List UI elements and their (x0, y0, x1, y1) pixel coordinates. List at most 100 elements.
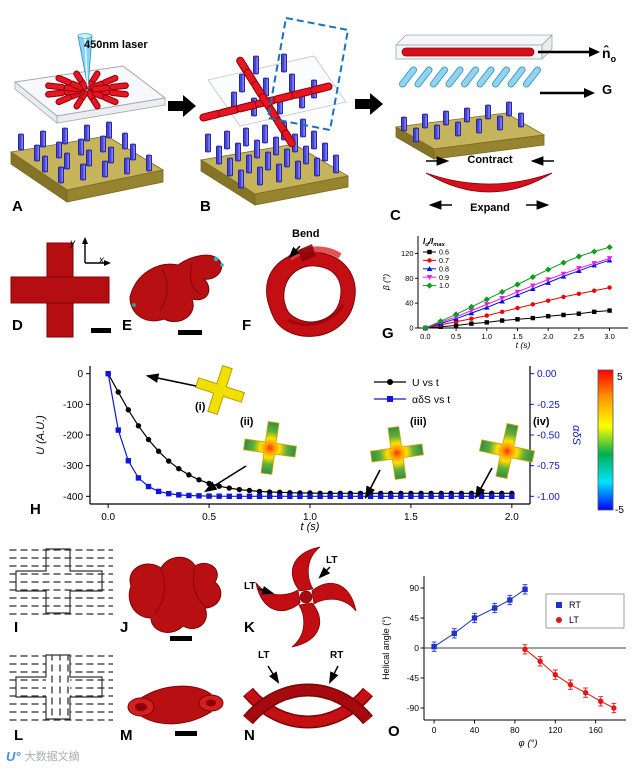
cross-rod-array (199, 56, 333, 148)
ribbon-2 (244, 685, 372, 724)
inset-label-iv: (iv) (533, 416, 550, 428)
svg-text:t (s): t (s) (301, 521, 320, 533)
panel-label-f: F (242, 317, 252, 334)
scale-bar (170, 636, 192, 641)
inset-i-arrow (145, 373, 197, 387)
lt-top-arrow (318, 566, 331, 579)
watermark-logo-icon: U° (6, 748, 21, 764)
tilted-mesogen-rods (399, 66, 541, 88)
svg-text:0: 0 (409, 324, 413, 333)
panel-label-a: A (12, 198, 23, 215)
cross-horizontal-arm (10, 276, 110, 304)
panel-label-e: E (122, 317, 133, 334)
band-shadow (287, 304, 345, 326)
colorbar-min-label: -5 (615, 505, 624, 516)
bent-strip-crescent (425, 172, 553, 193)
svg-text:80: 80 (405, 274, 413, 283)
transparent-plate-side (14, 81, 58, 124)
panel-a-illustration (9, 33, 167, 203)
svg-text:0.8: 0.8 (439, 264, 449, 273)
svg-text:2.5: 2.5 (574, 332, 584, 341)
svg-text:-0.75: -0.75 (537, 461, 560, 472)
svg-text:0.7: 0.7 (439, 256, 449, 265)
director-subscript: o (610, 53, 617, 64)
svg-text:0: 0 (414, 643, 419, 653)
scale-bar (91, 328, 111, 333)
rt-label: RT (330, 650, 344, 661)
svg-text:1.5: 1.5 (404, 512, 418, 523)
cross-outline (15, 654, 103, 720)
panel-label-h: H (30, 501, 41, 518)
svg-text:αδS: αδS (570, 425, 582, 445)
pinwheel-blades (255, 546, 357, 648)
svg-text:90: 90 (410, 583, 420, 593)
svg-text:2.0: 2.0 (543, 332, 553, 341)
svg-text:φ (°): φ (°) (519, 738, 538, 749)
lt-arrow (267, 665, 280, 684)
director-label: n̂o (602, 45, 616, 64)
laser-label: 450nm laser (84, 39, 148, 51)
svg-text:1.0: 1.0 (482, 332, 492, 341)
panel-label-i: I (14, 619, 19, 636)
panel-label-o: O (388, 723, 400, 740)
arrow-b-to-c-icon (355, 93, 383, 115)
lt-left-label: LT (244, 581, 256, 592)
panel-l-director-pattern (8, 652, 113, 722)
inset-iii-arrow (364, 469, 381, 500)
lt-label: LT (258, 650, 270, 661)
panel-c-illustration (394, 34, 600, 210)
svg-text:0.00: 0.00 (537, 369, 557, 380)
svg-text:160: 160 (589, 725, 603, 735)
pillar-array (204, 53, 339, 189)
panel-label-n: N (244, 727, 255, 744)
radial-rod-array (45, 70, 129, 110)
lt-top-label: LT (326, 555, 338, 566)
svg-text:-400: -400 (63, 492, 83, 503)
scale-bar (178, 330, 202, 335)
tip-highlight (220, 263, 224, 267)
scale-bar (175, 731, 197, 736)
gradient-arrowhead-icon (584, 88, 595, 98)
panel-label-l: L (14, 727, 24, 744)
colorbar-max-label: 5 (617, 372, 623, 383)
panel-n-crossed-ribbons (243, 665, 373, 729)
svg-text:1.0: 1.0 (303, 512, 317, 523)
bend-pointer-arrow (288, 245, 301, 259)
fold-line (192, 565, 206, 607)
substrate-side (395, 126, 435, 160)
svg-text:0.9: 0.9 (439, 273, 449, 282)
panel-label-b: B (200, 198, 211, 215)
helical-angle-chart: 0 40 80 120 160 -90 -45 0 45 90 RT LT φ (°) Helical a… (381, 576, 626, 749)
pillar-array (400, 101, 524, 143)
inset-label-ii: (ii) (240, 416, 254, 428)
bend-angle-vs-time-chart: 0.0 0.5 1.0 1.5 2.0 2.5 3.0 0 40 80 120 t (s) β (°) I… (381, 236, 628, 350)
panel-label-m: M (120, 727, 133, 744)
svg-text:3.0: 3.0 (604, 332, 614, 341)
top-slab-top (395, 34, 553, 46)
director-arrowhead-icon (589, 47, 600, 57)
svg-text:45: 45 (410, 613, 420, 623)
svg-text:Id/Imax: Id/Imax (423, 237, 446, 248)
svg-text:0.5: 0.5 (451, 332, 461, 341)
gradient-label: G (602, 82, 613, 97)
svg-text:αδS vs t: αδS vs t (412, 394, 450, 406)
panel-label-j: J (120, 619, 129, 636)
energy-order-parameter-chart: 0.0 0.5 1.0 1.5 2.0 0 -100 -200 -300 -400 0.00 -0.2… (35, 359, 624, 533)
svg-text:0.6: 0.6 (439, 248, 449, 257)
svg-text:U vs t: U vs t (412, 377, 439, 389)
band-fold (298, 244, 316, 262)
svg-text:Helical angle (°): Helical angle (°) (381, 616, 391, 680)
pillar-array (17, 121, 152, 184)
colorbar (597, 369, 614, 511)
inset-label-i: (i) (195, 401, 206, 413)
panel-k-pinwheel (255, 546, 357, 648)
svg-text:0.0: 0.0 (420, 332, 430, 341)
laser-beam-core (84, 37, 89, 87)
roll-coil-left-inner (135, 703, 147, 711)
panel-label-k: K (244, 619, 255, 636)
panel-e-deformed-shape (129, 254, 224, 335)
panel-f-bent-ring (266, 244, 356, 337)
panel-b-illustration (199, 16, 350, 206)
substrate-side (10, 151, 68, 203)
